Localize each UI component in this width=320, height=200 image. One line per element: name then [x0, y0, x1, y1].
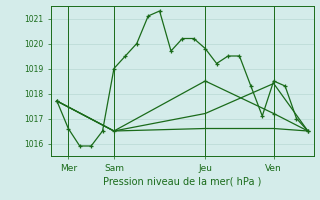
X-axis label: Pression niveau de la mer( hPa ): Pression niveau de la mer( hPa ) [103, 177, 261, 187]
